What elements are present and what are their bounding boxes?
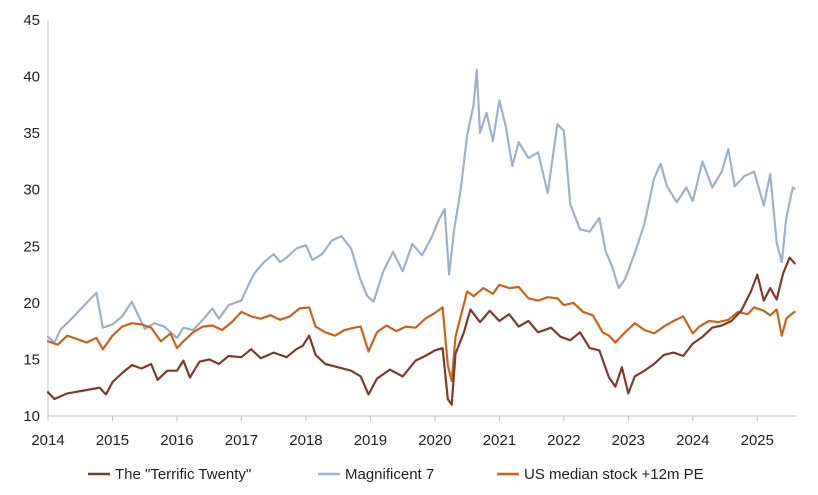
x-axis-tick-labels: 2014 2015 2016 2017 2018 2019 2020 2021 2022 2023…	[31, 432, 774, 449]
y-tick-label: 10	[23, 408, 40, 425]
series-line-magnificent-7	[46, 68, 796, 344]
x-tick-label: 2014	[31, 432, 64, 449]
x-tick-label: 2015	[96, 432, 129, 449]
y-tick-label: 25	[23, 238, 40, 255]
y-tick-label: 15	[23, 351, 40, 368]
axes	[47, 20, 796, 421]
series-lines	[46, 68, 796, 406]
x-tick-label: 2016	[160, 432, 193, 449]
x-tick-label: 2025	[741, 432, 774, 449]
y-tick-label: 35	[23, 125, 40, 142]
y-tick-label: 20	[23, 295, 40, 312]
x-tick-label: 2022	[547, 432, 580, 449]
legend-label-magnificent-7: Magnificent 7	[345, 466, 434, 483]
y-tick-label: 30	[23, 182, 40, 199]
y-tick-label: 40	[23, 69, 40, 86]
y-tick-label: 45	[23, 12, 40, 29]
y-axis-tick-labels: 10 15 20 25 30 35 40 45	[23, 12, 40, 425]
x-tick-label: 2021	[483, 432, 516, 449]
legend: The "Terrific Twenty" Magnificent 7 US med…	[88, 466, 704, 483]
x-tick-label: 2017	[225, 432, 258, 449]
legend-label-us-median-stock-12m-pe: US median stock +12m PE	[524, 466, 704, 483]
series-line-us-median-stock-12m-pe	[46, 283, 796, 382]
series-line-the-terrific-twenty	[46, 256, 796, 406]
x-tick-label: 2024	[676, 432, 709, 449]
x-tick-label: 2020	[418, 432, 451, 449]
legend-label-the-terrific-twenty: The "Terrific Twenty"	[115, 466, 251, 483]
x-tick-label: 2023	[612, 432, 645, 449]
x-tick-label: 2019	[354, 432, 387, 449]
x-tick-label: 2018	[289, 432, 322, 449]
